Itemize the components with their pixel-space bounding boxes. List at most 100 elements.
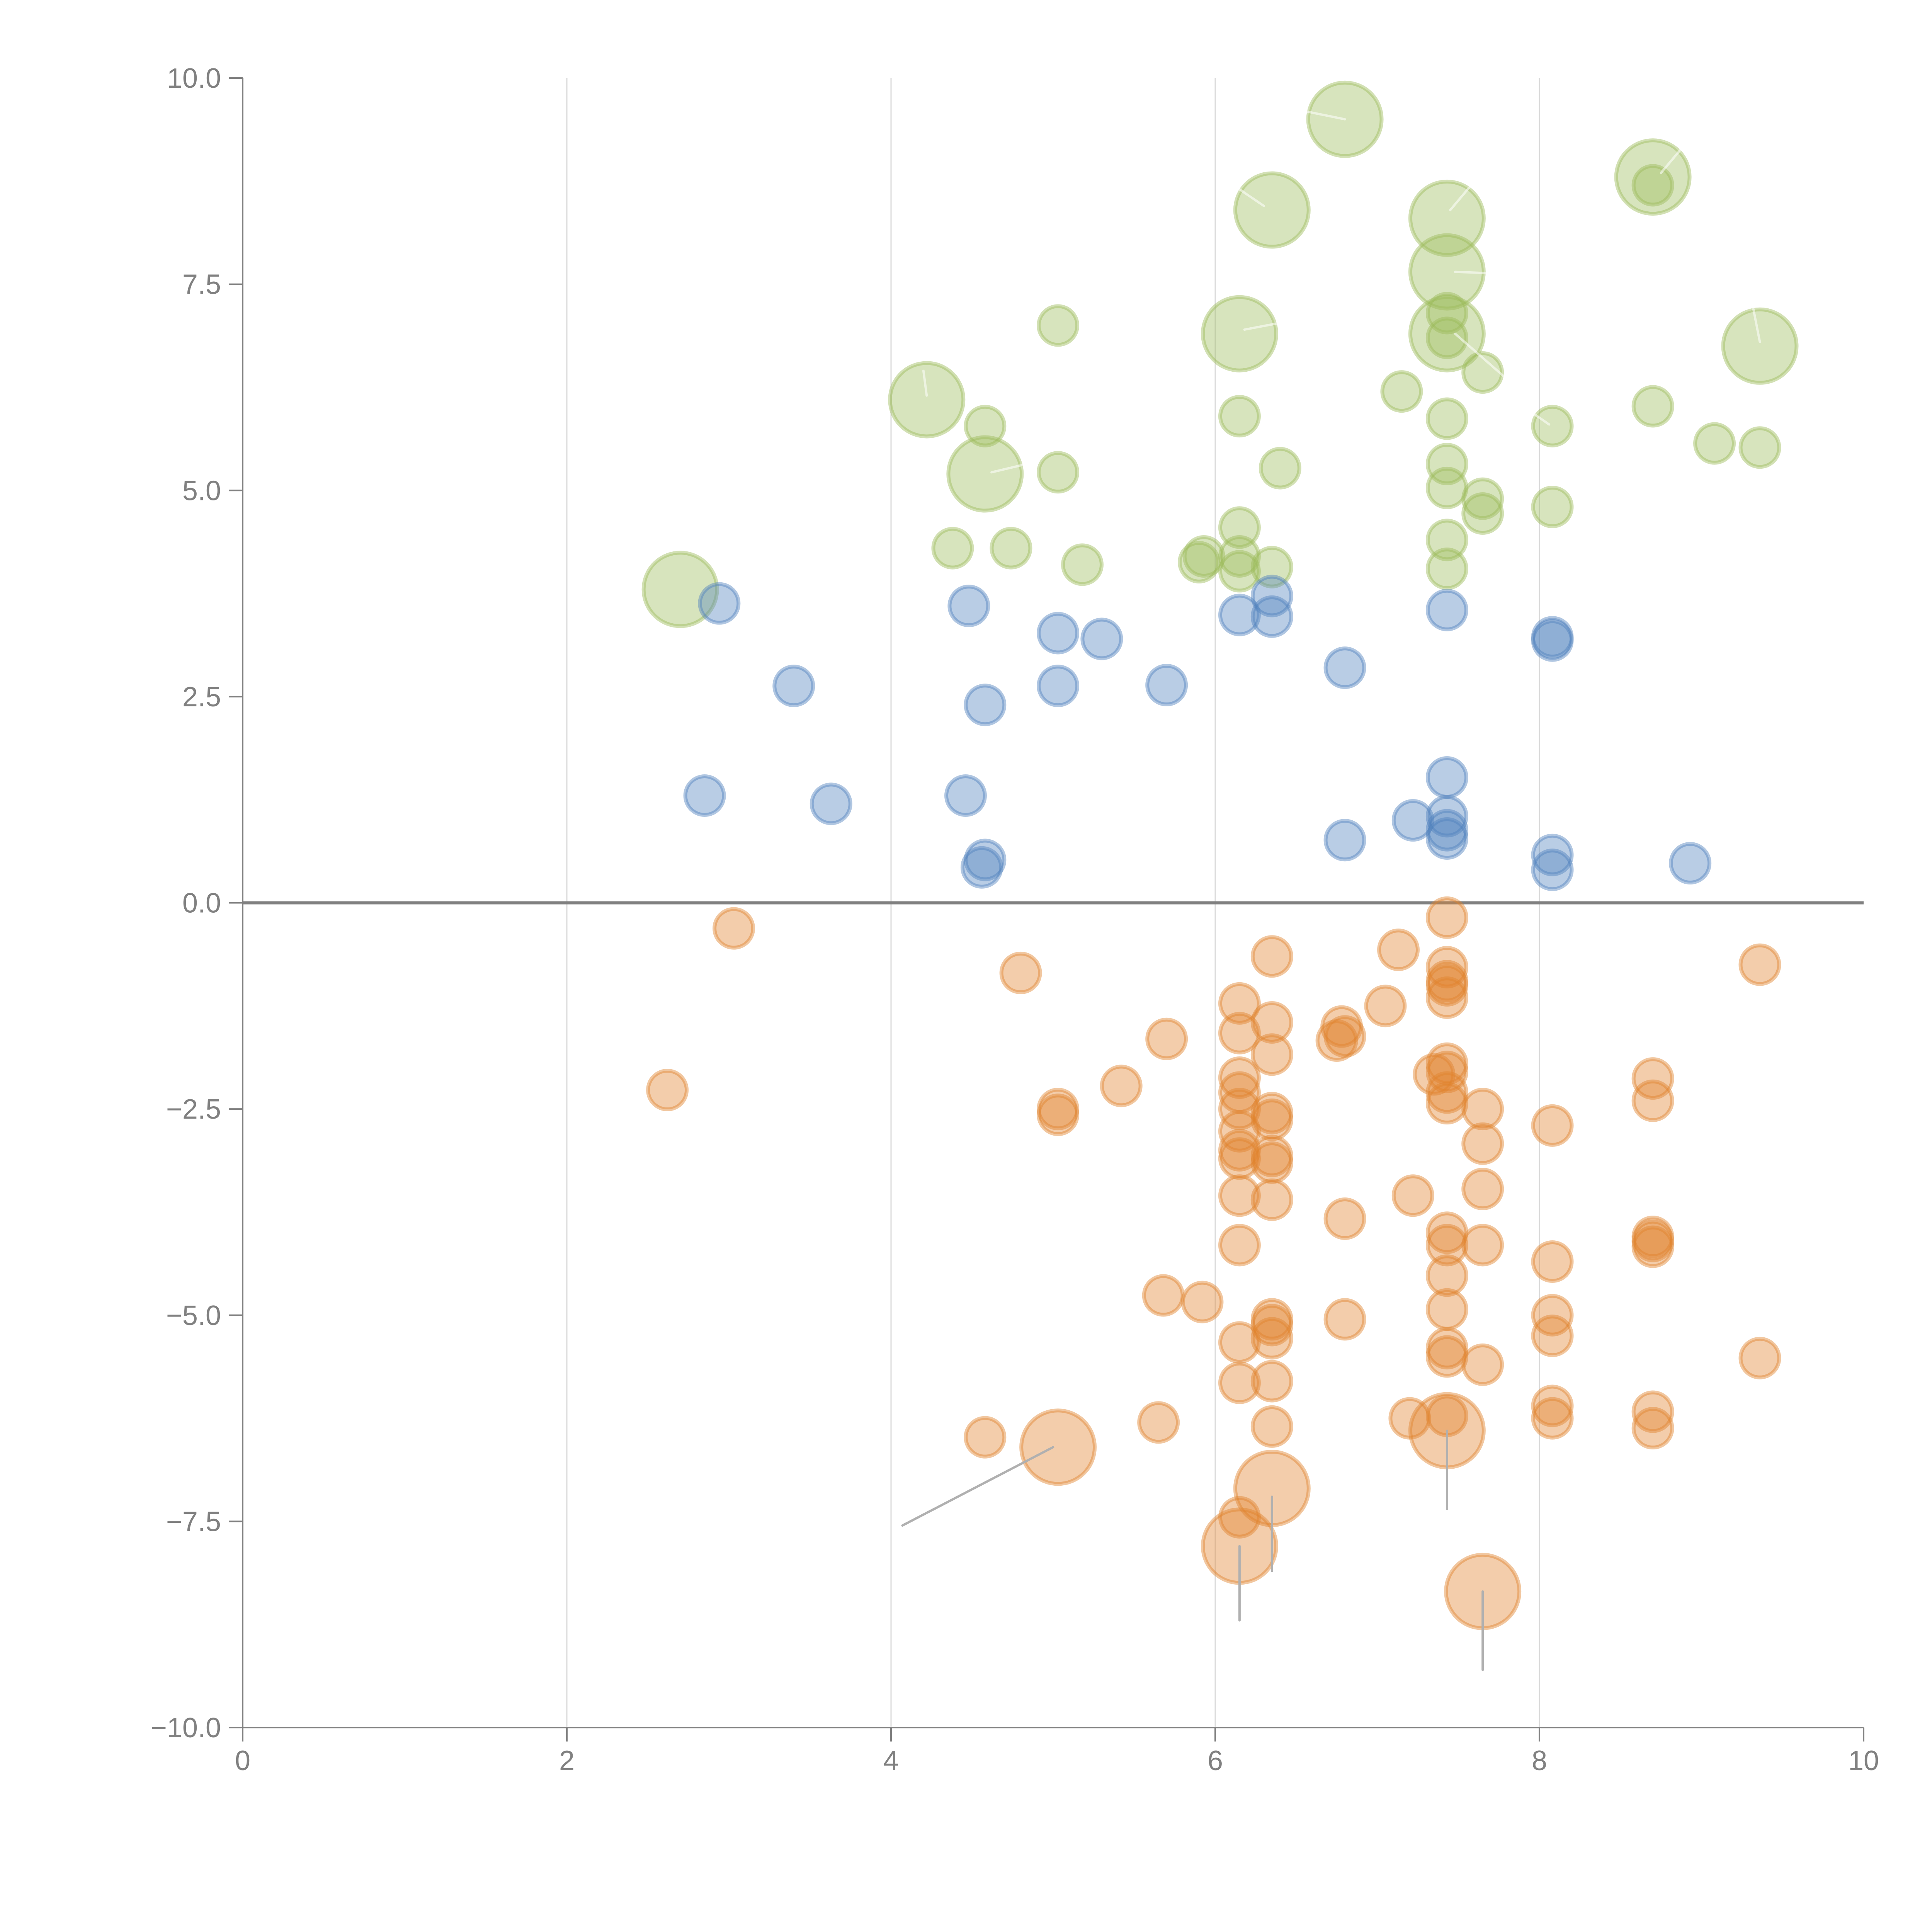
data-point-orange — [1315, 1019, 1358, 1062]
data-point-green — [1218, 506, 1261, 549]
data-point-green — [1380, 370, 1423, 413]
data-point-orange — [1364, 985, 1407, 1027]
annotation-leader-line — [1530, 411, 1551, 426]
y-tick-label: 7.5 — [182, 269, 221, 300]
data-point-orange — [1425, 1288, 1468, 1331]
data-point-orange — [1250, 1092, 1293, 1134]
data-point-green — [964, 405, 1007, 447]
data-point-orange — [1631, 1390, 1674, 1433]
data-point-blue — [964, 684, 1007, 726]
annotation-leader-line — [1449, 180, 1476, 211]
data-point-orange — [1218, 1174, 1261, 1217]
data-point-green — [1461, 351, 1504, 394]
data-point-orange — [1250, 1001, 1293, 1044]
data-point-green — [1037, 304, 1080, 347]
annotation-leader-lines — [901, 110, 1761, 1671]
data-point-green — [1531, 405, 1574, 447]
data-point-green — [1531, 485, 1574, 528]
data-point-blue — [960, 846, 1003, 889]
data-point-orange — [1250, 1298, 1293, 1341]
data-point-orange — [1250, 1141, 1293, 1184]
data-point-orange — [1250, 1098, 1293, 1141]
data-point-green — [1218, 550, 1261, 593]
data-point-orange — [1142, 1274, 1185, 1317]
data-point-green — [1631, 385, 1674, 428]
x-tick-label: 0 — [235, 1745, 250, 1776]
data-point-orange — [1323, 1197, 1366, 1240]
data-point-orange — [1461, 1343, 1504, 1386]
data-point-orange — [1425, 1327, 1468, 1370]
data-point-blue — [1037, 612, 1080, 655]
data-point-orange — [1037, 1094, 1080, 1136]
data-point-orange — [1388, 1397, 1431, 1440]
data-point-orange — [1531, 1294, 1574, 1337]
data-point-orange — [1413, 1053, 1456, 1096]
data-point-orange — [1425, 1224, 1468, 1267]
x-tick-label: 6 — [1208, 1745, 1223, 1776]
data-point-blue — [1218, 594, 1261, 636]
annotation-leader-line — [1238, 188, 1265, 207]
data-point-green — [1631, 164, 1674, 207]
data-point-green — [1425, 548, 1468, 590]
data-point-blue — [1323, 646, 1366, 689]
x-tick-label: 10 — [1848, 1745, 1879, 1776]
data-point-orange — [1137, 1401, 1180, 1444]
data-point-orange — [1377, 929, 1420, 971]
data-point-green — [1218, 535, 1261, 578]
data-point-orange — [1218, 1071, 1261, 1114]
data-point-green — [1425, 519, 1468, 561]
annotation-leader-line — [1454, 270, 1500, 275]
data-point-orange — [1218, 1129, 1261, 1172]
data-point-orange — [1425, 1211, 1468, 1254]
data-point-green — [1693, 422, 1736, 465]
data-point-orange — [1425, 1051, 1468, 1094]
annotation-leader-line — [901, 1446, 1054, 1527]
y-tick-label: −10.0 — [151, 1713, 221, 1743]
data-point-orange — [1738, 1337, 1781, 1379]
data-point-orange — [1100, 1065, 1143, 1107]
data-point-orange — [1461, 1122, 1504, 1165]
data-point-orange — [1631, 1407, 1674, 1450]
data-point-green — [1425, 466, 1468, 509]
annotation-leader-line — [1303, 110, 1346, 121]
annotation-leader-line — [922, 369, 928, 397]
data-point-blue — [1250, 595, 1293, 638]
data-point-orange — [1425, 1042, 1468, 1085]
annotation-leader-line — [1752, 308, 1761, 344]
data-point-blue — [964, 838, 1007, 881]
data-point-orange — [1218, 1056, 1261, 1099]
data-point-orange — [1218, 1361, 1261, 1404]
data-point-orange — [1391, 1174, 1434, 1217]
data-point-orange — [1531, 1240, 1574, 1283]
x-tick-label: 4 — [883, 1745, 899, 1776]
data-point-green — [1408, 179, 1486, 257]
data-point-orange — [1019, 1408, 1097, 1486]
data-point-green — [1425, 397, 1468, 440]
data-point-blue — [1145, 663, 1188, 706]
data-point-blue — [944, 774, 987, 817]
data-point-orange — [1250, 1134, 1293, 1177]
data-point-orange — [1218, 1110, 1261, 1153]
y-tick-label: 5.0 — [182, 475, 221, 506]
data-point-green — [1425, 442, 1468, 485]
data-point-blue — [772, 665, 815, 707]
data-point-blue — [810, 782, 852, 825]
data-point-orange — [1425, 1254, 1468, 1297]
data-point-orange — [1323, 1298, 1366, 1341]
data-point-green — [1178, 541, 1221, 583]
y-tick-label: −7.5 — [166, 1506, 221, 1537]
data-point-blue — [1669, 842, 1712, 885]
data-point-orange — [1181, 1281, 1224, 1323]
data-point-orange — [1631, 1057, 1674, 1100]
series-orange — [646, 896, 1781, 1630]
annotation-leader-line — [1660, 143, 1687, 174]
data-point-green — [990, 527, 1032, 570]
data-point-blue — [1425, 756, 1468, 799]
data-point-orange — [1250, 935, 1293, 978]
data-point-green — [1259, 447, 1301, 490]
data-point-orange — [646, 1069, 689, 1112]
data-point-orange — [1631, 1079, 1674, 1122]
y-tick-label: −2.5 — [166, 1094, 221, 1125]
annotation-leader-line — [1243, 320, 1289, 331]
data-point-orange — [1037, 1088, 1080, 1131]
